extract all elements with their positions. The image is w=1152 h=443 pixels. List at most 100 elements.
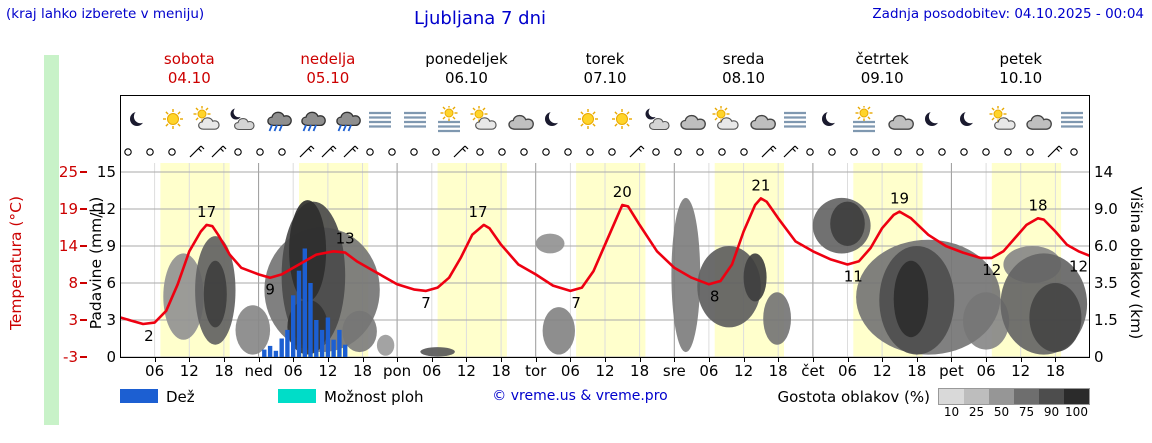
x-axis-label: tor (525, 362, 547, 380)
svg-text:2: 2 (144, 327, 154, 345)
calm-wind-icon (913, 143, 935, 159)
wind-barb-icon (297, 143, 319, 159)
wind-barb-icon (341, 143, 363, 159)
wind-barb-icon (759, 143, 781, 159)
x-axis-label: 12 (1011, 362, 1031, 380)
wind-barb-icon (319, 143, 341, 159)
cloud-moon-icon (227, 106, 257, 133)
calm-wind-icon (385, 143, 407, 159)
day-date: 06.10 (444, 69, 488, 87)
calm-wind-icon (561, 143, 583, 159)
calm-wind-icon (715, 143, 737, 159)
x-axis-tick (293, 358, 295, 362)
moon-icon (953, 106, 983, 133)
x-axis-label: 18 (630, 362, 650, 380)
day-date: 05.10 (306, 69, 350, 87)
partly-icon (469, 105, 499, 133)
cloudy-icon (884, 106, 914, 133)
x-axis-tick (501, 358, 503, 362)
wind-markers-row (121, 141, 1089, 161)
temp-axis-tick (80, 319, 87, 321)
moon-icon (123, 106, 153, 133)
wind-barb-icon (187, 143, 209, 159)
temp-axis-value: 3 (68, 311, 78, 329)
calm-wind-icon (363, 143, 385, 159)
calm-wind-icon (253, 143, 275, 159)
rain-icon (262, 106, 292, 133)
calm-wind-icon (649, 143, 671, 159)
density-step (1014, 389, 1039, 404)
x-axis-tick (778, 358, 780, 362)
temp-axis-tick (80, 245, 87, 247)
density-step-value: 10 (943, 405, 960, 419)
wind-barb-icon (451, 143, 473, 159)
day-icons (121, 97, 259, 141)
density-step-value: 90 (1043, 405, 1060, 419)
x-axis-label: 06 (422, 362, 442, 380)
precip-axis-value: 3 (106, 311, 116, 329)
cloud-moon-icon (642, 106, 672, 133)
calm-wind-icon (165, 143, 187, 159)
x-axis-label: 12 (179, 362, 199, 380)
cloud-axis-value: 6.0 (1094, 237, 1118, 255)
svg-text:11: 11 (844, 268, 863, 286)
density-step (1039, 389, 1064, 404)
day-header: petek 10.10 (951, 50, 1090, 92)
svg-text:9: 9 (265, 281, 275, 299)
svg-text:17: 17 (197, 203, 216, 221)
svg-text:19: 19 (890, 190, 909, 208)
precip-axis-value: 12 (96, 200, 116, 218)
day-date: 09.10 (860, 69, 904, 87)
calm-wind-icon (693, 143, 715, 159)
copyright-link[interactable]: © vreme.us & vreme.pro (492, 388, 668, 404)
day-date: 04.10 (167, 69, 211, 87)
page-title: Ljubljana 7 dni (413, 8, 547, 29)
density-step-value: 75 (1018, 405, 1035, 419)
x-axis-tick (431, 358, 433, 362)
svg-text:8: 8 (710, 287, 720, 305)
calm-wind-icon (583, 143, 605, 159)
svg-text:12: 12 (1069, 258, 1088, 276)
precip-axis-value: 9 (106, 237, 116, 255)
svg-text:17: 17 (468, 203, 487, 221)
day-name: petek (999, 50, 1043, 68)
precip-axis-value: 0 (106, 348, 116, 366)
sun-icon (573, 106, 603, 133)
showers-legend-label: Možnost ploh (324, 388, 424, 406)
density-step (989, 389, 1014, 404)
rain-icon (331, 106, 361, 133)
x-axis-label: sre (662, 362, 686, 380)
wind-barb-icon (209, 143, 231, 159)
cloud-density-legend-label: Gostota oblakov (%) (777, 388, 930, 406)
x-axis-label: 18 (491, 362, 511, 380)
svg-text:18: 18 (1028, 196, 1047, 214)
x-axis-label: 06 (976, 362, 996, 380)
day-icons (674, 97, 812, 141)
density-step (964, 389, 989, 404)
x-axis-label: 18 (768, 362, 788, 380)
density-step-value: 25 (968, 405, 985, 419)
x-axis-tick (535, 358, 537, 362)
day-icons (812, 97, 950, 141)
x-axis-tick (1055, 358, 1057, 362)
temp-axis-tick (80, 356, 87, 358)
cloudy-icon (504, 106, 534, 133)
day-date: 10.10 (999, 69, 1043, 87)
x-axis-label: 06 (145, 362, 165, 380)
calm-wind-icon (803, 143, 825, 159)
density-step (939, 389, 964, 404)
day-icons (398, 97, 536, 141)
wind-barb-icon (781, 143, 803, 159)
sun-icon (158, 106, 188, 133)
calm-wind-icon (1067, 143, 1089, 159)
svg-text:20: 20 (613, 183, 632, 201)
day-date: 08.10 (722, 69, 766, 87)
calm-wind-icon (869, 143, 891, 159)
moon-icon (538, 106, 568, 133)
rain-icon (296, 106, 326, 133)
temp-axis-value: 25 (58, 163, 78, 181)
calm-wind-icon (847, 143, 869, 159)
fog-icon (1057, 106, 1087, 133)
left-green-strip (44, 55, 59, 425)
calm-wind-icon (825, 143, 847, 159)
